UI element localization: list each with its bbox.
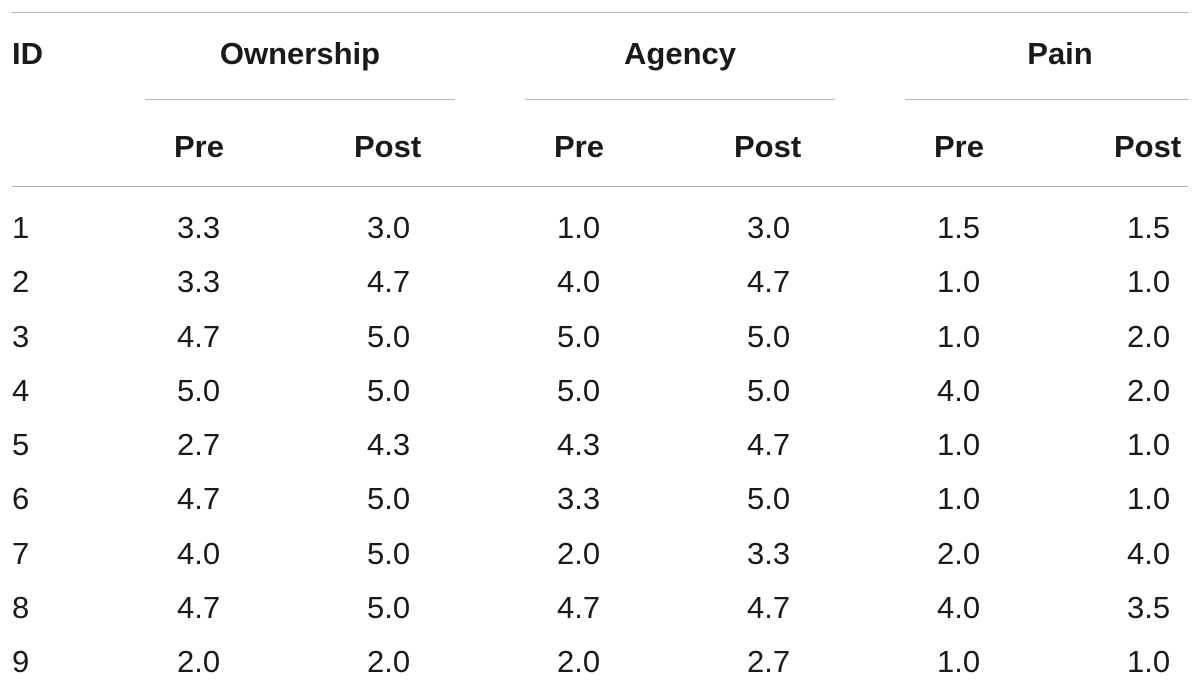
cell-id: 2 — [12, 264, 30, 299]
cell-pain-post: 1.0 — [1127, 481, 1171, 516]
cell-agency-pre: 2.0 — [557, 536, 601, 571]
cell-ownership-post: 3.0 — [367, 210, 411, 245]
cell-id: 7 — [12, 536, 30, 571]
cell-ownership-post: 2.0 — [367, 644, 411, 679]
cell-agency-post: 3.0 — [747, 210, 791, 245]
cell-pain-post: 1.0 — [1127, 644, 1171, 679]
cell-agency-post: 5.0 — [747, 373, 791, 408]
cell-ownership-pre: 3.3 — [177, 264, 221, 299]
cell-agency-pre: 5.0 — [557, 373, 601, 408]
cell-ownership-pre: 5.0 — [177, 373, 221, 408]
cell-ownership-pre: 4.7 — [177, 319, 221, 354]
cell-pain-pre: 1.0 — [937, 319, 981, 354]
cell-agency-post: 5.0 — [747, 481, 791, 516]
cell-ownership-post: 4.3 — [367, 427, 411, 462]
group-header-agency: Agency — [624, 36, 736, 71]
cell-id: 9 — [12, 644, 30, 679]
cell-ownership-post: 4.7 — [367, 264, 411, 299]
subheader-pain-post: Post — [1114, 129, 1182, 164]
subheader-ownership-pre: Pre — [174, 129, 224, 164]
cell-id: 1 — [12, 210, 30, 245]
cell-agency-pre: 4.3 — [557, 427, 601, 462]
subheader-ownership-post: Post — [354, 129, 422, 164]
table-top-rule — [12, 12, 1188, 13]
cell-id: 3 — [12, 319, 30, 354]
cell-agency-post: 3.3 — [747, 536, 791, 571]
cell-ownership-post: 5.0 — [367, 319, 411, 354]
cell-pain-post: 1.0 — [1127, 264, 1171, 299]
cell-ownership-pre: 4.7 — [177, 590, 221, 625]
cell-ownership-pre: 4.0 — [177, 536, 221, 571]
cell-ownership-pre: 4.7 — [177, 481, 221, 516]
subheader-agency-pre: Pre — [554, 129, 604, 164]
header-bottom-rule — [12, 186, 1188, 187]
cell-pain-pre: 1.0 — [937, 264, 981, 299]
cell-ownership-pre: 2.0 — [177, 644, 221, 679]
subheader-pain-pre: Pre — [934, 129, 984, 164]
cell-pain-pre: 1.0 — [937, 644, 981, 679]
cell-agency-pre: 3.3 — [557, 481, 601, 516]
cell-agency-pre: 5.0 — [557, 319, 601, 354]
group-rule-agency — [525, 99, 835, 100]
cell-agency-post: 2.7 — [747, 644, 791, 679]
cell-id: 6 — [12, 481, 30, 516]
cell-pain-pre: 2.0 — [937, 536, 981, 571]
group-rule-ownership — [145, 99, 455, 100]
cell-agency-post: 4.7 — [747, 590, 791, 625]
cell-agency-pre: 4.7 — [557, 590, 601, 625]
cell-pain-post: 2.0 — [1127, 319, 1171, 354]
cell-ownership-post: 5.0 — [367, 536, 411, 571]
cell-pain-pre: 4.0 — [937, 373, 981, 408]
cell-ownership-post: 5.0 — [367, 481, 411, 516]
cell-ownership-post: 5.0 — [367, 590, 411, 625]
cell-pain-post: 1.5 — [1127, 210, 1171, 245]
cell-pain-post: 1.0 — [1127, 427, 1171, 462]
subheader-agency-post: Post — [734, 129, 802, 164]
cell-pain-post: 3.5 — [1127, 590, 1171, 625]
cell-agency-pre: 1.0 — [557, 210, 601, 245]
cell-pain-pre: 1.0 — [937, 427, 981, 462]
cell-pain-pre: 4.0 — [937, 590, 981, 625]
cell-agency-post: 4.7 — [747, 264, 791, 299]
cell-id: 8 — [12, 590, 30, 625]
cell-ownership-pre: 3.3 — [177, 210, 221, 245]
cell-pain-pre: 1.5 — [937, 210, 981, 245]
cell-pain-pre: 1.0 — [937, 481, 981, 516]
cell-agency-post: 4.7 — [747, 427, 791, 462]
cell-agency-post: 5.0 — [747, 319, 791, 354]
group-header-ownership: Ownership — [219, 36, 381, 71]
group-header-pain: Pain — [1027, 36, 1093, 71]
group-rule-pain — [905, 99, 1188, 100]
cell-id: 5 — [12, 427, 30, 462]
column-header-id: ID — [12, 36, 43, 71]
cell-agency-pre: 2.0 — [557, 644, 601, 679]
cell-ownership-post: 5.0 — [367, 373, 411, 408]
cell-pain-post: 2.0 — [1127, 373, 1171, 408]
cell-pain-post: 4.0 — [1127, 536, 1171, 571]
cell-ownership-pre: 2.7 — [177, 427, 221, 462]
cell-agency-pre: 4.0 — [557, 264, 601, 299]
cell-id: 4 — [12, 373, 30, 408]
